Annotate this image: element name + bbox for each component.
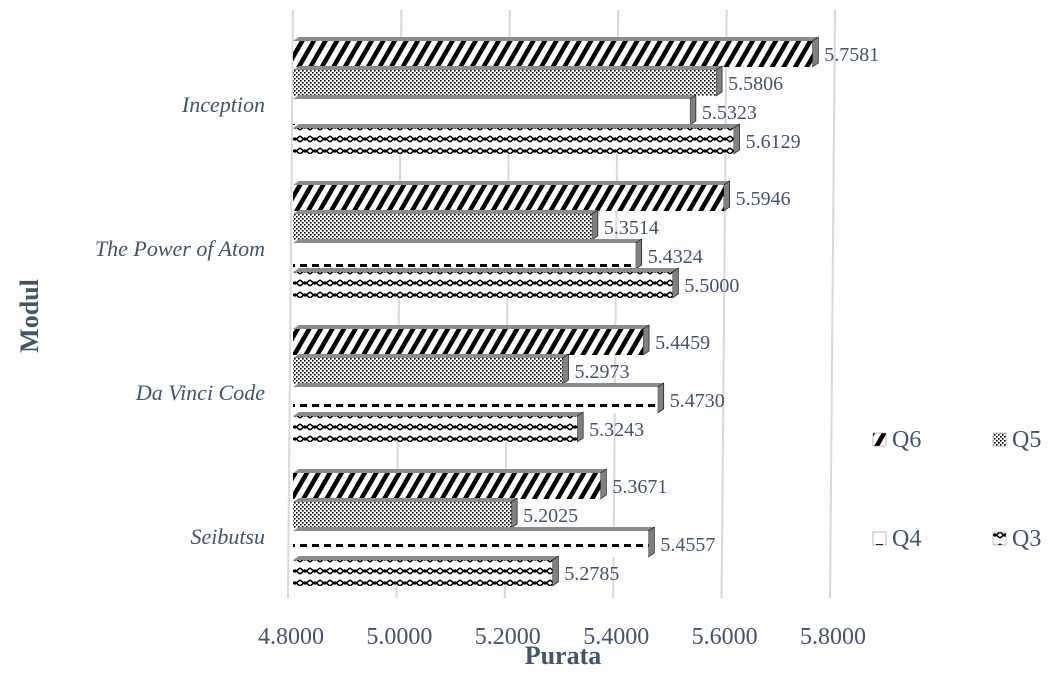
bar-q4 [293, 99, 690, 125]
bar-side-face [642, 324, 650, 356]
data-label: 5.5806 [728, 73, 783, 95]
x-tick-label: 5.4000 [583, 624, 649, 650]
legend-swatch-q5 [992, 432, 1007, 447]
bar-side-face [733, 123, 740, 155]
bar-q6 [293, 185, 724, 211]
category-label: Da Vinci Code [135, 380, 265, 405]
data-label: 5.3514 [604, 217, 659, 239]
bar-top-face [293, 124, 740, 128]
bar-side-face [600, 468, 607, 500]
bar-side-face [562, 353, 569, 385]
bar-side-face [591, 209, 599, 241]
x-tick-label: 4.8000 [258, 624, 324, 650]
bar-top-face [293, 556, 559, 560]
x-tick-labels: 4.8000 5.0000 5.2000 5.4000 5.6000 5.8000 [258, 624, 866, 650]
bar-q4 [293, 243, 636, 269]
bar-side-face [648, 526, 655, 558]
data-label: 5.7581 [824, 44, 879, 66]
data-label: 5.3243 [589, 419, 644, 441]
data-labels: 5.7581 5.5806 5.5323 5.6129 5.5946 5.3514 5.43… [523, 44, 879, 585]
x-tick-label: 5.8000 [800, 624, 866, 650]
bar-side-face [576, 411, 584, 443]
category-label: The Power of Atom [95, 236, 265, 261]
bar-side-face [811, 36, 819, 68]
bar-top-face [293, 37, 819, 41]
legend-swatch-q6 [872, 432, 887, 447]
legend-swatch-q4 [872, 531, 887, 546]
data-label: 5.4324 [648, 246, 703, 268]
bar-top-face [293, 95, 696, 99]
x-tick-label: 5.6000 [692, 624, 758, 650]
bar-top-face [293, 210, 598, 214]
bar-q5 [293, 502, 512, 528]
bars [293, 36, 819, 587]
bar-q5 [293, 358, 563, 384]
legend-label-q4: Q4 [892, 526, 921, 552]
bar-q3 [293, 128, 734, 154]
bar-q6 [293, 329, 644, 355]
y-axis-title: Modul [15, 279, 44, 353]
bar-side-face [689, 94, 697, 126]
data-label: 5.5000 [684, 275, 739, 297]
bar-q6 [293, 41, 813, 67]
x-tick-label: 5.2000 [475, 624, 541, 650]
bar-side-face [657, 382, 665, 414]
data-label: 5.2025 [523, 505, 578, 527]
category-labels: Inception The Power of Atom Da Vinci Code S… [95, 92, 265, 549]
legend-label-q6: Q6 [892, 427, 921, 453]
data-label: 5.2973 [575, 361, 630, 383]
bar-side-face [635, 238, 643, 270]
bar-top-face [293, 383, 664, 387]
legend-label-q3: Q3 [1012, 526, 1041, 552]
bar-top-face [293, 527, 655, 531]
bar-q5 [293, 214, 592, 240]
bar-q6 [293, 473, 601, 499]
bar-side-face [672, 267, 679, 299]
data-label: 5.3671 [612, 476, 667, 498]
gridline [720, 9, 728, 599]
data-label: 5.2785 [564, 563, 619, 585]
data-label: 5.4459 [655, 332, 710, 354]
x-tick-label: 5.0000 [366, 624, 432, 650]
bar-side-face [723, 180, 730, 212]
gridline [287, 9, 294, 599]
bar-top-face [293, 498, 518, 502]
legend-swatch-q3 [992, 531, 1007, 546]
bar-top-face [293, 66, 723, 70]
data-label: 5.5323 [702, 102, 757, 124]
data-label: 5.5946 [736, 188, 791, 210]
bar-top-face [293, 354, 569, 358]
bar-top-face [293, 469, 607, 473]
data-label: 5.4557 [660, 534, 715, 556]
bar-q5 [293, 70, 717, 96]
x-axis-title: Purata [525, 641, 602, 670]
bar-q3 [293, 416, 578, 442]
gridline [829, 9, 836, 599]
data-label: 5.4730 [670, 390, 725, 412]
bar-top-face [293, 239, 642, 243]
bar-q4 [293, 387, 658, 413]
legend: Q6 Q5 Q4 Q3 [872, 427, 1041, 552]
data-label: 5.6129 [746, 131, 801, 153]
category-label: Seibutsu [190, 524, 265, 549]
bar-q3 [293, 560, 553, 586]
bar-top-face [293, 181, 730, 185]
legend-label-q5: Q5 [1012, 427, 1041, 453]
bar-side-face [715, 65, 723, 97]
bar-side-face [552, 555, 559, 587]
bar-q3 [293, 272, 673, 298]
bar-q4 [293, 531, 649, 557]
category-label: Inception [181, 92, 265, 117]
bar-side-face [510, 497, 518, 529]
bar-top-face [293, 325, 650, 329]
bar-top-face [293, 268, 679, 272]
bar-top-face [293, 412, 584, 416]
